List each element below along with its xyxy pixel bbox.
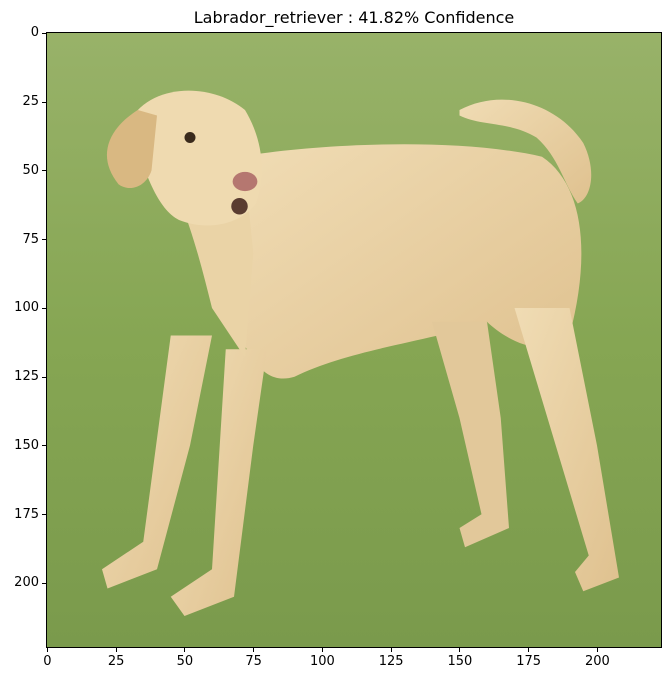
x-tick-mark [528, 648, 530, 652]
y-tick-label: 100 [14, 300, 39, 316]
y-tick-mark [42, 376, 46, 378]
y-tick-mark [42, 307, 46, 309]
y-tick-mark [42, 170, 46, 172]
x-tick-mark [390, 648, 392, 652]
x-tick-label: 200 [584, 654, 610, 669]
y-tick-mark [42, 514, 46, 516]
y-tick-mark [42, 101, 46, 103]
x-tick-label: 25 [107, 654, 125, 669]
x-tick-label: 75 [245, 654, 262, 669]
x-tick-label: 150 [447, 654, 473, 669]
image-axes [46, 32, 662, 648]
x-tick-mark [459, 648, 461, 652]
y-tick-mark [42, 32, 46, 34]
x-tick-label: 100 [309, 654, 335, 669]
x-tick-mark [184, 648, 186, 652]
y-tick-label: 25 [22, 94, 39, 110]
x-tick-label: 175 [516, 654, 542, 669]
dog-image [47, 33, 661, 647]
y-tick-label: 150 [14, 437, 39, 453]
y-tick-label: 175 [14, 506, 39, 522]
y-tick-label: 50 [22, 162, 39, 178]
plot-title: Labrador_retriever : 41.82% Confidence [193, 8, 515, 27]
x-tick-label: 0 [43, 654, 52, 669]
x-tick-label: 125 [378, 654, 404, 669]
x-tick-mark [115, 648, 117, 652]
y-tick-label: 200 [14, 575, 39, 591]
x-tick-mark [321, 648, 323, 652]
y-tick-mark [42, 239, 46, 241]
y-tick-label: 0 [30, 25, 39, 41]
y-tick-mark [42, 445, 46, 447]
y-tick-mark [42, 582, 46, 584]
y-tick-label: 125 [14, 369, 39, 385]
x-tick-label: 50 [176, 654, 194, 669]
x-tick-mark [596, 648, 598, 652]
x-tick-mark [46, 648, 48, 652]
y-tick-label: 75 [22, 231, 39, 247]
x-tick-mark [253, 648, 255, 652]
